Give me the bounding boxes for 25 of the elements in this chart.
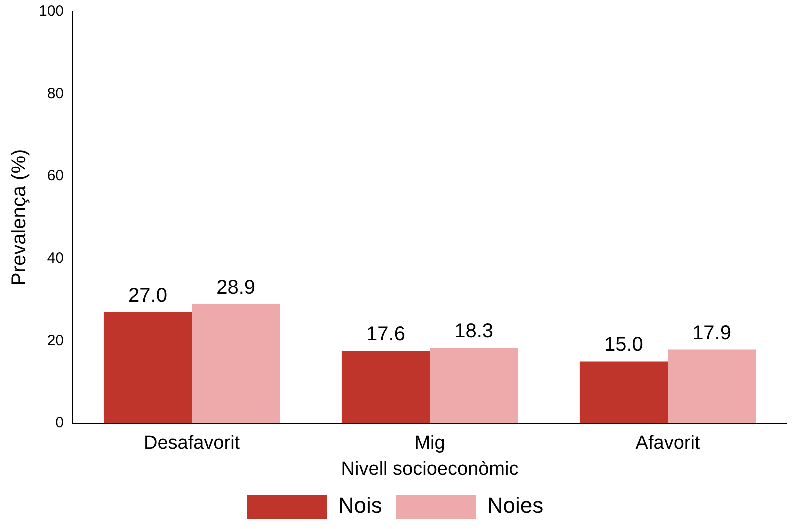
bar — [104, 312, 192, 424]
y-tick-label: 40 — [47, 250, 64, 267]
bar — [668, 350, 756, 424]
bar — [580, 362, 668, 424]
y-tick-label: 20 — [47, 332, 64, 350]
data-label: 17.9 — [692, 322, 732, 344]
x-axis-title: Nivell socioeconòmic — [341, 458, 519, 480]
data-label: 27.0 — [128, 284, 168, 307]
data-label: 17.6 — [366, 324, 406, 346]
x-tick-label: Mig — [414, 433, 446, 454]
bar — [192, 304, 280, 424]
bar — [342, 350, 430, 424]
y-tick-label: 0 — [56, 414, 64, 432]
legend-label: Nois — [338, 493, 382, 518]
data-label: 28.9 — [216, 277, 256, 300]
y-tick-label: 60 — [47, 168, 64, 185]
bar — [430, 348, 518, 424]
data-label: 18.3 — [454, 320, 494, 343]
y-tick-label: 100 — [38, 3, 64, 20]
y-tick-label: 80 — [47, 85, 64, 102]
y-axis-title: Prevalença (%) — [8, 149, 31, 286]
legend-label: Noies — [487, 493, 544, 518]
x-tick-label: Desafavorit — [144, 433, 241, 454]
data-label: 15.0 — [604, 334, 644, 356]
x-tick-label: Afavorit — [636, 433, 701, 454]
